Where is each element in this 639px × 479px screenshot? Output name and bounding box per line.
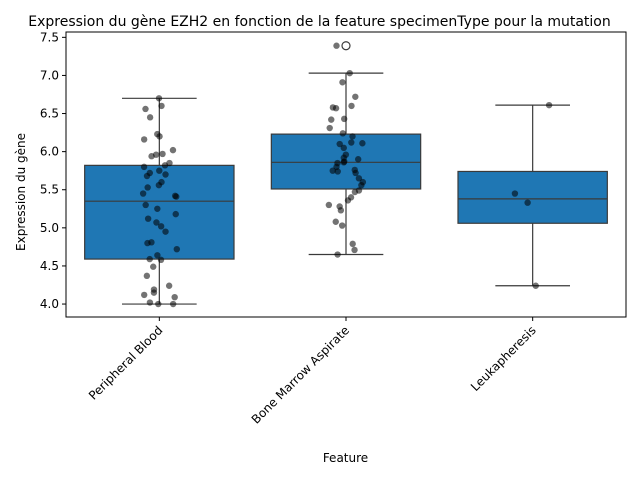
data-point xyxy=(341,115,348,123)
data-point xyxy=(148,153,155,160)
data-point xyxy=(328,116,335,123)
data-point xyxy=(143,272,151,280)
x-tick-label: Peripheral Blood xyxy=(86,323,165,402)
data-point xyxy=(329,167,336,174)
data-point xyxy=(150,289,158,296)
data-point xyxy=(146,255,153,263)
data-point xyxy=(165,282,173,289)
data-point xyxy=(156,133,163,140)
data-point xyxy=(155,95,163,102)
y-tick-label: 4.5 xyxy=(40,259,59,273)
data-point xyxy=(159,150,166,158)
data-point xyxy=(144,215,152,222)
data-point xyxy=(325,201,333,209)
data-point xyxy=(140,136,148,143)
data-point xyxy=(140,163,148,171)
data-point xyxy=(161,162,169,169)
data-point xyxy=(348,139,355,146)
data-point xyxy=(351,246,358,254)
data-point xyxy=(338,222,346,229)
data-point xyxy=(333,42,340,49)
data-point xyxy=(139,190,147,197)
data-point xyxy=(532,282,539,289)
data-point xyxy=(340,159,348,166)
box xyxy=(84,164,235,260)
y-tick-label: 5.0 xyxy=(40,221,59,235)
data-point xyxy=(144,184,151,191)
data-point xyxy=(545,101,553,109)
data-point xyxy=(359,140,366,147)
y-tick-label: 7.5 xyxy=(40,30,59,44)
data-point xyxy=(339,130,347,137)
data-point xyxy=(326,124,333,132)
data-point xyxy=(354,156,362,163)
data-point xyxy=(346,69,353,77)
data-point xyxy=(171,293,178,301)
data-point xyxy=(332,218,339,225)
x-tick-label: Leukapheresis xyxy=(468,323,539,394)
outlier-marker xyxy=(341,41,351,51)
y-tick-label: 5.5 xyxy=(40,183,59,197)
data-point xyxy=(155,181,163,189)
data-point xyxy=(157,256,165,264)
data-point xyxy=(337,207,345,214)
data-point xyxy=(336,140,343,148)
data-point xyxy=(348,102,355,110)
y-axis-label: Expression du gène xyxy=(14,133,28,251)
data-point xyxy=(169,300,177,308)
data-point xyxy=(142,105,149,113)
data-point xyxy=(142,201,149,209)
data-point xyxy=(340,144,347,152)
data-point xyxy=(173,193,180,200)
data-point xyxy=(169,146,177,154)
data-point xyxy=(173,245,181,253)
data-point xyxy=(162,171,169,178)
data-point xyxy=(141,291,148,299)
data-point xyxy=(172,210,179,218)
box xyxy=(270,133,422,190)
data-point xyxy=(511,190,519,197)
y-tick-label: 4.0 xyxy=(40,297,59,311)
data-point xyxy=(349,240,356,248)
data-point xyxy=(162,228,169,235)
data-point xyxy=(150,263,157,270)
data-point xyxy=(332,105,340,112)
data-point xyxy=(156,167,163,174)
data-point xyxy=(143,172,151,180)
data-point xyxy=(146,299,154,306)
y-tick-label: 6.5 xyxy=(40,107,59,121)
x-tick-label: Bone Marrow Aspirate xyxy=(249,323,352,426)
y-tick-label: 7.0 xyxy=(40,68,59,82)
data-point xyxy=(334,251,341,258)
data-point xyxy=(157,223,165,230)
data-point xyxy=(524,199,531,206)
data-point xyxy=(146,114,154,121)
plot-area: 4.0 4.5 5.0 5.5 6.0 6.5 7.0 7.5 Peripheral Blood… xyxy=(40,30,627,427)
data-point xyxy=(351,188,359,196)
data-point xyxy=(154,252,161,259)
data-point xyxy=(352,169,359,177)
data-point xyxy=(339,79,346,86)
chart-title: Expression du gène EZH2 en fonction de l… xyxy=(28,14,611,30)
data-point xyxy=(358,181,365,189)
box xyxy=(457,170,608,224)
data-point xyxy=(352,93,359,100)
data-point xyxy=(355,175,363,182)
data-point xyxy=(154,205,161,212)
data-point xyxy=(349,133,356,140)
data-point xyxy=(155,300,162,308)
x-axis-label: Feature xyxy=(323,451,368,465)
data-point xyxy=(158,102,165,110)
data-point xyxy=(344,197,352,204)
y-tick-label: 6.0 xyxy=(40,145,59,159)
data-point xyxy=(144,239,151,247)
data-point xyxy=(334,168,341,175)
data-point xyxy=(153,219,160,226)
